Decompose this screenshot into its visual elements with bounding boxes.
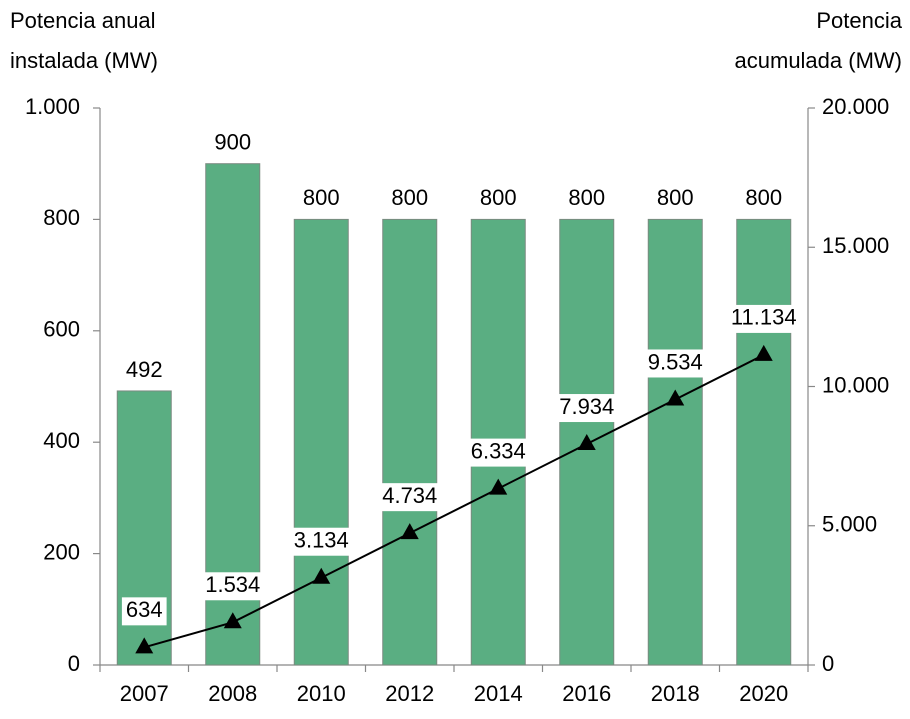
label-box — [466, 438, 530, 467]
x-tick-label: 2007 — [120, 681, 169, 706]
line-marker — [489, 478, 508, 495]
line-value-label: 3.134 — [294, 528, 349, 553]
line-value-label: 634 — [126, 597, 163, 622]
y-tick-label: 400 — [43, 428, 80, 453]
bar — [736, 218, 792, 666]
y2-tick-label: 15.000 — [822, 233, 889, 258]
bar — [293, 218, 349, 666]
x-tick-label: 2020 — [739, 681, 788, 706]
y-tick-label: 800 — [43, 205, 80, 230]
line-value-label: 1.534 — [205, 572, 260, 597]
bar-value-label: 800 — [745, 185, 782, 210]
y-tick-label: 0 — [68, 651, 80, 676]
line-value-label: 6.334 — [471, 438, 526, 463]
line — [143, 354, 765, 649]
y-axis-label: Potencia anual — [10, 8, 156, 33]
line-marker — [666, 389, 685, 406]
bar-value-label: 800 — [657, 185, 694, 210]
line-marker — [754, 344, 773, 361]
line-value-label: 4.734 — [382, 483, 437, 508]
line-value-label: 9.534 — [648, 349, 703, 374]
line-value-label: 11.134 — [731, 305, 797, 330]
y-tick-label: 200 — [43, 539, 80, 564]
y2-axis-label: Potencia — [816, 8, 902, 33]
bar — [382, 218, 438, 666]
bar-value-label: 800 — [480, 185, 517, 210]
y2-axis-label: acumulada (MW) — [735, 48, 902, 73]
y-axis-label: instalada (MW) — [10, 48, 158, 73]
x-tick-label: 2014 — [474, 681, 523, 706]
x-tick-label: 2008 — [208, 681, 257, 706]
label-box — [726, 304, 801, 333]
label-box — [201, 572, 265, 601]
bar-value-label: 800 — [568, 185, 605, 210]
label-box — [289, 527, 353, 556]
y2-tick-label: 10.000 — [822, 372, 889, 397]
line-marker — [223, 612, 242, 629]
line-marker — [135, 637, 154, 654]
label-box — [378, 483, 442, 512]
y-tick-label: 600 — [43, 317, 80, 342]
x-tick-label: 2018 — [651, 681, 700, 706]
line-marker — [400, 523, 419, 540]
x-tick-label: 2010 — [297, 681, 346, 706]
bar-value-label: 900 — [214, 130, 251, 155]
line-marker — [577, 434, 596, 451]
x-tick-label: 2012 — [385, 681, 434, 706]
bar-value-label: 800 — [391, 185, 428, 210]
y-tick-label: 1.000 — [25, 94, 80, 119]
y2-tick-label: 0 — [822, 651, 834, 676]
y2-tick-label: 5.000 — [822, 512, 877, 537]
label-box — [643, 349, 707, 378]
y2-tick-label: 20.000 — [822, 94, 889, 119]
line-marker — [312, 567, 331, 584]
label-box — [555, 394, 619, 423]
x-tick-label: 2016 — [562, 681, 611, 706]
line-value-label: 7.934 — [559, 394, 614, 419]
bar-value-label: 800 — [303, 185, 340, 210]
bar — [647, 218, 703, 666]
label-box — [121, 597, 167, 626]
bar-value-label: 492 — [126, 357, 163, 382]
